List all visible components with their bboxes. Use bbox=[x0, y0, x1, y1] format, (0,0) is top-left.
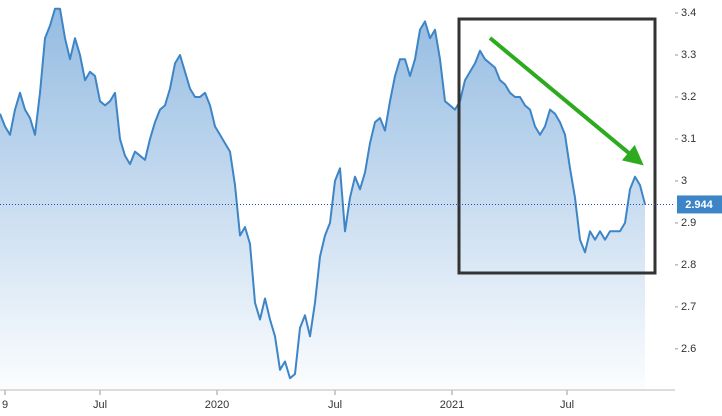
x-tick-label: Jul bbox=[328, 399, 342, 411]
y-tick-label: 2.9 bbox=[681, 217, 696, 229]
y-tick-label: 2.8 bbox=[681, 259, 696, 271]
y-tick-label: 2.6 bbox=[681, 343, 696, 355]
x-tick-label: 2021 bbox=[440, 399, 464, 411]
plot-area bbox=[0, 7, 646, 391]
current-value-label: 2.944 bbox=[685, 199, 713, 211]
trend-arrow bbox=[488, 36, 644, 166]
x-tick-label: Jul bbox=[560, 399, 574, 411]
overlay: 2.6 2.7 2.8 2.9 3 3.1 3.2 3.3 3.4 9 Jul 2020 Jul 2021… bbox=[0, 7, 722, 411]
line bbox=[0, 7, 646, 380]
y-tick-label: 3.1 bbox=[681, 133, 696, 145]
x-tick-label: 2020 bbox=[205, 399, 229, 411]
highlight-box bbox=[457, 17, 657, 275]
y-tick-label: 3.3 bbox=[681, 49, 696, 61]
area-fill bbox=[0, 8, 645, 391]
x-tick-label: 9 bbox=[2, 399, 8, 411]
current-value-badge bbox=[677, 195, 722, 214]
x-tick-label: Jul bbox=[93, 399, 107, 411]
y-tick-label: 3.4 bbox=[681, 7, 696, 19]
y-tick-label: 3 bbox=[681, 175, 687, 187]
y-tick-label: 3.2 bbox=[681, 91, 696, 103]
y-tick-label: 2.7 bbox=[681, 301, 696, 313]
